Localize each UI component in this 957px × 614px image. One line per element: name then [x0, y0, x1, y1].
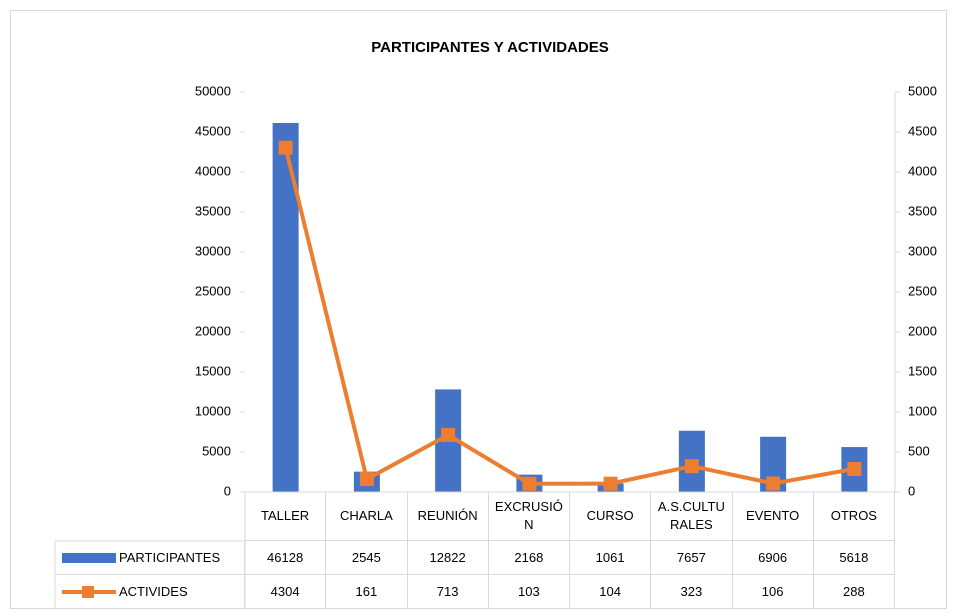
table-value: 2168: [488, 541, 570, 575]
legend-label: ACTIVIDES: [55, 575, 245, 609]
y-tick-label: 45000: [195, 123, 231, 138]
y2-tick-label: 1500: [908, 363, 937, 378]
table-value: 106: [732, 575, 814, 609]
category-label: OTROS: [813, 492, 895, 541]
marker: [278, 140, 293, 155]
y-tick-label: 10000: [195, 403, 231, 418]
table-value: 713: [407, 575, 489, 609]
category-label: EXCRUSIÓN: [488, 492, 570, 541]
line: [283, 147, 855, 486]
marker: [603, 476, 618, 491]
marker: [441, 427, 456, 442]
category-label: CURSO: [570, 492, 652, 541]
table-value: 104: [570, 575, 652, 609]
legend-key: [62, 553, 116, 563]
category-label: TALLER: [245, 492, 327, 541]
marker: [522, 476, 537, 491]
y-tick-label: 50000: [195, 83, 231, 98]
category-label: EVENTO: [732, 492, 814, 541]
y2-tick-label: 2000: [908, 323, 937, 338]
category-label: CHARLA: [326, 492, 408, 541]
y-tick-label: 40000: [195, 163, 231, 178]
legend-key: [82, 586, 94, 598]
marker: [847, 461, 862, 476]
y2-tick-label: 3000: [908, 243, 937, 258]
table-value: 1061: [570, 541, 652, 575]
y2-tick-label: 5000: [908, 83, 937, 98]
table-value: 46128: [245, 541, 327, 575]
chart-title: PARTICIPANTES Y ACTIVIDADES: [371, 39, 609, 56]
y2-tick-label: 4500: [908, 123, 937, 138]
table-value: 5618: [813, 541, 895, 575]
y-tick-label: 30000: [195, 243, 231, 258]
table-value: 6906: [732, 541, 814, 575]
table-value: 12822: [407, 541, 489, 575]
table-value: 288: [813, 575, 895, 609]
y-tick-label: 20000: [195, 323, 231, 338]
y2-tick-label: 3500: [908, 203, 937, 218]
table-value: 323: [651, 575, 733, 609]
marker: [766, 476, 781, 491]
table-value: 103: [488, 575, 570, 609]
y2-tick-label: 4000: [908, 163, 937, 178]
y-tick-label: 25000: [195, 283, 231, 298]
table-value: 161: [326, 575, 408, 609]
y2-tick-label: 500: [908, 443, 930, 458]
category-label: A.S.CULTURALES: [651, 492, 733, 541]
y-tick-label: 0: [224, 483, 231, 498]
y-tick-label: 5000: [202, 443, 231, 458]
marker: [359, 472, 374, 487]
y-tick-label: 15000: [195, 363, 231, 378]
category-label: REUNIÓN: [407, 492, 489, 541]
y2-tick-label: 1000: [908, 403, 937, 418]
y-tick-label: 35000: [195, 203, 231, 218]
legend-label: PARTICIPANTES: [55, 541, 245, 575]
table-value: 4304: [245, 575, 327, 609]
y2-tick-label: 0: [908, 483, 915, 498]
chart-frame: [10, 10, 947, 609]
marker: [684, 459, 699, 474]
y2-tick-label: 2500: [908, 283, 937, 298]
table-value: 2545: [326, 541, 408, 575]
table-value: 7657: [651, 541, 733, 575]
